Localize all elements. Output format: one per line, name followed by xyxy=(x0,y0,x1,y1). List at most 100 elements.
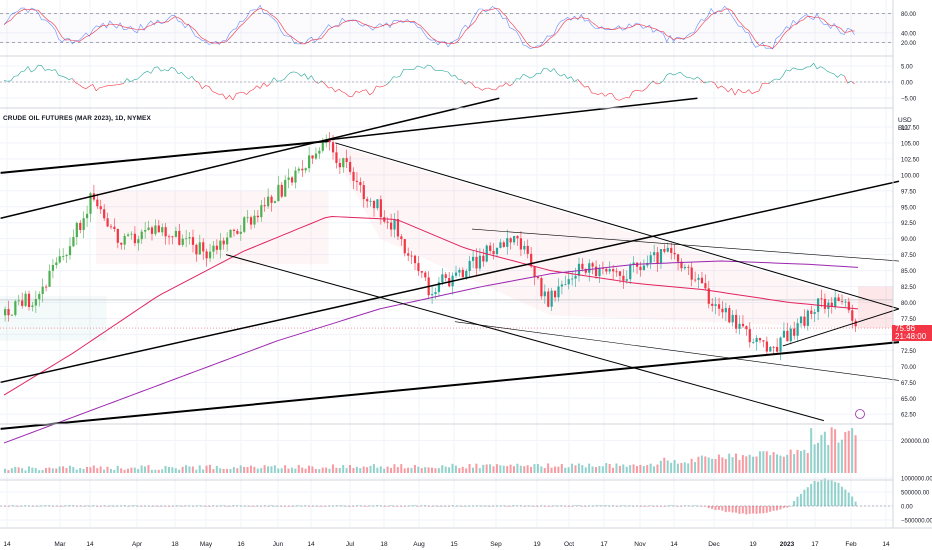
flow-bar xyxy=(314,505,317,507)
momentum-segment xyxy=(652,80,657,85)
volume-bar xyxy=(697,456,700,473)
volume-bar xyxy=(106,466,109,473)
volume-bar xyxy=(642,466,645,473)
flow-bar xyxy=(588,505,591,507)
volume-bar xyxy=(41,469,44,473)
candle-body xyxy=(185,238,188,240)
flow-bar xyxy=(164,506,167,507)
flow-bar xyxy=(772,506,775,511)
volume-bar xyxy=(451,463,454,473)
volume-bar xyxy=(123,469,126,473)
momentum-segment xyxy=(393,76,397,78)
momentum-segment xyxy=(65,77,70,80)
volume-bar xyxy=(834,429,837,473)
volume-bar xyxy=(724,458,727,473)
volume-bar xyxy=(62,466,65,473)
flow-bar xyxy=(707,506,710,509)
candle-body xyxy=(656,252,659,264)
candle-body xyxy=(174,230,177,237)
candle-body xyxy=(793,328,796,336)
volume-bar xyxy=(837,442,840,473)
flow-bar xyxy=(403,506,406,507)
flow-bar xyxy=(14,505,17,507)
volume-bar xyxy=(164,465,167,473)
momentum-segment xyxy=(181,72,186,77)
candle-body xyxy=(178,230,181,245)
momentum-segment xyxy=(509,83,514,87)
candle-body xyxy=(847,301,850,311)
momentum-segment xyxy=(731,88,736,96)
volume-bar xyxy=(752,456,755,473)
flow-bar xyxy=(372,505,375,507)
candle-body xyxy=(683,266,686,269)
volume-bar xyxy=(400,464,403,473)
flow-bar xyxy=(635,505,638,507)
flow-bar xyxy=(68,505,71,506)
flow-bar xyxy=(144,505,147,507)
candle-body xyxy=(489,245,492,251)
candle-body xyxy=(314,153,318,159)
candle-body xyxy=(495,247,499,255)
momentum-segment xyxy=(96,87,100,92)
momentum-segment xyxy=(174,68,179,75)
x-tick-label: 19 xyxy=(533,541,541,548)
volume-bar xyxy=(673,460,676,473)
flow-bar xyxy=(649,505,652,507)
flow-bar xyxy=(817,481,820,506)
candle-body xyxy=(478,255,482,269)
volume-bar xyxy=(714,459,717,473)
flow-bar xyxy=(161,505,164,507)
y-tick-label: 20.00 xyxy=(901,41,917,47)
volume-bar xyxy=(817,442,820,473)
volume-bar xyxy=(48,467,51,473)
flow-bar xyxy=(820,480,823,506)
volume-bar xyxy=(605,463,608,473)
momentum-segment xyxy=(246,90,251,95)
flow-bar xyxy=(653,506,656,507)
flow-bar xyxy=(714,506,717,511)
momentum-segment xyxy=(242,92,247,95)
momentum-segment xyxy=(54,69,59,76)
flow-bar xyxy=(530,505,533,507)
momentum-segment xyxy=(188,76,193,80)
volume-bar xyxy=(58,466,61,473)
flow-bar xyxy=(574,505,577,506)
candle-body xyxy=(758,338,762,341)
volume-bar xyxy=(571,463,574,473)
candle-body xyxy=(560,284,564,287)
candle-body xyxy=(62,256,65,257)
y-tick-label: −500000.00 xyxy=(901,519,932,525)
flow-bar xyxy=(103,505,106,506)
momentum-segment xyxy=(495,85,500,90)
volume-bar xyxy=(113,469,116,473)
momentum-segment xyxy=(803,66,807,70)
volume-bar xyxy=(195,469,198,473)
momentum-segment xyxy=(3,80,8,82)
volume-bar xyxy=(676,463,679,473)
momentum-segment xyxy=(102,85,107,88)
candle-body xyxy=(393,218,396,230)
candle-body xyxy=(526,245,529,254)
candle-body xyxy=(407,253,410,256)
candle-body xyxy=(79,222,82,230)
flow-bar xyxy=(342,505,345,507)
volume-bar xyxy=(10,468,13,473)
oscillator-panel xyxy=(0,4,893,50)
volume-bar xyxy=(215,465,218,473)
momentum-segment xyxy=(567,76,572,79)
y-tick-label: 105.00 xyxy=(901,141,920,147)
x-tick-label: 17 xyxy=(811,541,819,548)
flow-bar xyxy=(150,506,153,507)
flow-bar xyxy=(205,506,208,507)
flow-bar xyxy=(810,483,813,506)
flow-bar xyxy=(27,505,30,507)
volume-bar xyxy=(85,466,88,473)
volume-bar xyxy=(297,464,300,473)
momentum-segment xyxy=(680,71,684,76)
y-tick-label: 80.00 xyxy=(901,12,917,18)
momentum-segment xyxy=(690,77,695,80)
flow-bar xyxy=(437,506,440,507)
flow-bar xyxy=(106,506,109,507)
volume-bar xyxy=(799,451,802,473)
